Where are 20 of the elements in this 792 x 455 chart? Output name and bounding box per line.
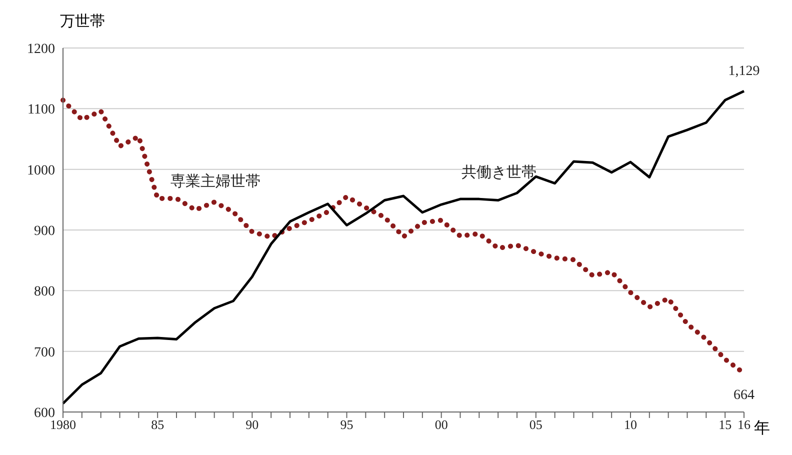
x-tick-label: 90 (246, 417, 259, 432)
x-axis-title: 年 (754, 419, 770, 439)
y-axis-title: 万世帯 (60, 12, 105, 31)
x-tick-label: 95 (340, 417, 354, 432)
y-tick-label: 1200 (27, 42, 55, 57)
x-tick-label: 16 (738, 417, 751, 432)
y-tick-label: 700 (34, 345, 55, 360)
series-label: 専業主婦世帯 (170, 172, 260, 190)
y-tick-label: 1000 (27, 163, 55, 178)
x-tick-label: 85 (151, 417, 164, 432)
y-tick-label: 800 (34, 284, 55, 300)
x-tick-label: 10 (624, 417, 637, 432)
x-tick-label: 15 (718, 417, 732, 432)
series-label: 共働き世帯 (462, 163, 537, 182)
x-tick-label: 05 (529, 417, 542, 432)
data-label: 1,129 (728, 64, 760, 80)
data-label: 664 (734, 388, 754, 404)
y-tick-label: 900 (34, 224, 55, 239)
y-tick-label: 1100 (28, 102, 55, 118)
x-tick-label: 00 (434, 417, 448, 432)
